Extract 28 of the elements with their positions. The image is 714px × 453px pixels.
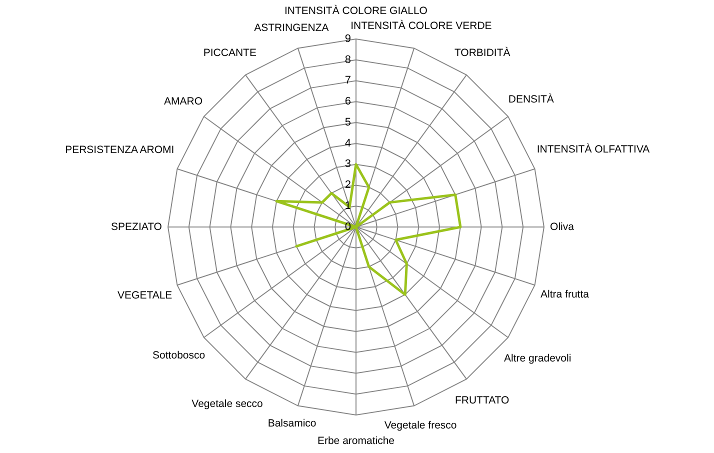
spoke-label: Altre gradevoli [504, 352, 572, 365]
spoke-label: TORBIDITÀ [454, 46, 510, 59]
y-tick-label: 3 [344, 158, 351, 170]
y-tick-label: 8 [344, 54, 351, 66]
y-tick-label: 2 [344, 179, 351, 192]
spoke-label: Erbe aromatiche [317, 434, 395, 447]
spoke-label: INTENSITÀ OLFATTIVA [536, 142, 650, 156]
y-tick-label: 7 [344, 74, 351, 87]
spoke-label: PERSISTENZA AROMI [65, 144, 174, 156]
spoke-label: INTENSITÀ COLORE VERDE [350, 19, 492, 32]
spoke-label: ASTRINGENZA [254, 22, 329, 34]
spoke-label: VEGETALE [118, 289, 172, 302]
spoke-label: Oliva [550, 220, 574, 233]
spoke-label: PICCANTE [203, 47, 256, 60]
spoke-label: Balsamico [268, 418, 316, 430]
spoke-label: Vegetale secco [192, 398, 264, 410]
y-tick-label: 4 [344, 137, 351, 150]
spoke-label: AMARO [164, 95, 203, 108]
spoke-label: SPEZIATO [111, 220, 162, 233]
spoke-label: Vegetale fresco [384, 420, 457, 432]
y-tick-label: 9 [344, 32, 351, 45]
y-tick-label: 6 [344, 96, 351, 108]
spoke-label: Sottobosco [152, 350, 206, 362]
y-tick-label: 5 [344, 116, 351, 128]
spoke-label: DENSITÀ [508, 92, 554, 106]
spoke-label: INTENSITÀ COLORE GIALLO [284, 4, 428, 17]
spoke-label: FRUTTATO [454, 394, 510, 406]
spoke-label: Altra frutta [540, 288, 590, 301]
